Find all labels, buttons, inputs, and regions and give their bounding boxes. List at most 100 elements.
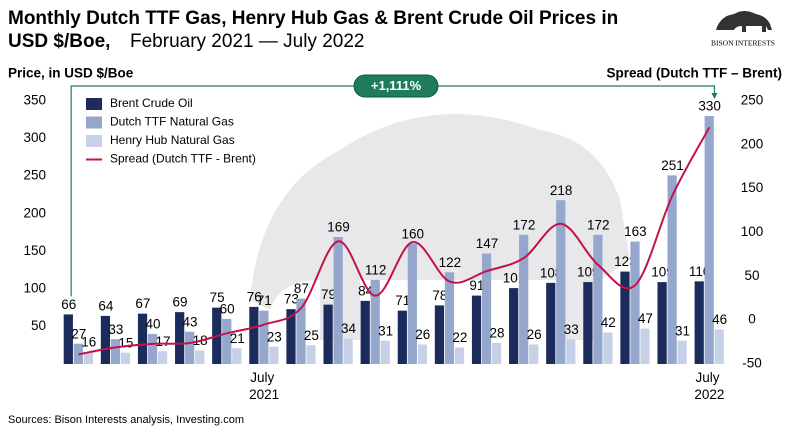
- bar: [546, 282, 556, 364]
- data-label: 25: [304, 328, 319, 343]
- background-bison: [250, 114, 630, 340]
- data-label: 22: [452, 330, 467, 345]
- chart-title: Monthly Dutch TTF Gas, Henry Hub Gas & B…: [8, 8, 618, 29]
- bar: [529, 344, 539, 364]
- logo-bison: [716, 11, 772, 32]
- logo-text: BISON INTERESTS: [711, 39, 775, 48]
- data-label: 46: [712, 312, 727, 327]
- bar: [195, 350, 205, 364]
- bar: [63, 314, 73, 364]
- data-label: 33: [564, 322, 579, 337]
- y-tick-label: 100: [23, 280, 46, 295]
- bar: [147, 333, 158, 364]
- data-label: 26: [415, 327, 430, 342]
- bar: [157, 351, 168, 364]
- bar: [471, 295, 482, 364]
- bar: [370, 279, 380, 364]
- bar: [222, 318, 232, 364]
- bar: [83, 351, 93, 364]
- data-label: 71: [257, 293, 272, 308]
- data-label: 330: [698, 99, 721, 114]
- bar: [454, 347, 465, 364]
- bar: [100, 315, 111, 364]
- legend-label: Henry Hub Natural Gas: [110, 133, 235, 147]
- data-label: 27: [71, 326, 86, 341]
- data-label: 79: [321, 287, 336, 302]
- y2-tick-label: 50: [744, 268, 759, 283]
- data-label: 67: [135, 296, 150, 311]
- y-axis-label: Price, in USD $/Boe: [8, 66, 134, 81]
- x-tick-label: July 2021: [249, 370, 279, 402]
- bar: [286, 309, 296, 364]
- legend-label: Spread (Dutch TTF - Brent): [110, 152, 256, 166]
- bar: [434, 305, 445, 364]
- data-label: 84: [358, 283, 374, 298]
- bar: [249, 306, 259, 364]
- data-label: 66: [61, 297, 76, 312]
- y2-tick-label: -50: [742, 356, 762, 371]
- annotation-arrow: [711, 93, 718, 99]
- data-label: 91: [469, 278, 484, 293]
- legend-swatch: [86, 98, 102, 110]
- data-label: 218: [550, 183, 573, 198]
- bar: [667, 175, 677, 364]
- bar: [259, 310, 269, 364]
- data-label: 87: [294, 281, 309, 296]
- bar: [185, 331, 195, 364]
- data-label: 64: [98, 298, 114, 313]
- bar: [481, 253, 492, 364]
- bar: [407, 243, 417, 364]
- data-label: 251: [661, 158, 684, 173]
- data-label: 163: [624, 224, 647, 239]
- y-tick-label: 250: [23, 168, 46, 183]
- data-label: 34: [341, 321, 357, 336]
- data-label: 69: [173, 295, 188, 310]
- bar: [417, 344, 427, 364]
- y2-tick-label: 100: [741, 224, 764, 239]
- bar: [640, 328, 650, 364]
- bar: [566, 339, 576, 364]
- annotation-pill: [353, 74, 439, 98]
- data-label: 23: [267, 329, 282, 344]
- data-label: 112: [365, 262, 387, 277]
- x-tick-label: July 2022: [694, 370, 724, 402]
- bar: [603, 332, 613, 364]
- y2-tick-label: 0: [748, 312, 756, 327]
- data-label: 31: [675, 323, 690, 338]
- bar: [120, 352, 131, 364]
- bar: [714, 329, 724, 364]
- bar: [657, 282, 667, 364]
- legend-label: Brent Crude Oil: [110, 96, 193, 110]
- bar: [704, 116, 714, 365]
- data-label: 21: [230, 331, 245, 346]
- bar: [593, 234, 603, 364]
- y2-tick-label: 150: [741, 180, 764, 195]
- bar: [175, 312, 185, 364]
- bar: [694, 281, 704, 364]
- data-label: 42: [601, 315, 616, 330]
- bar: [630, 241, 640, 364]
- data-label: 147: [476, 236, 499, 251]
- y-tick-label: 300: [23, 130, 46, 145]
- bar: [333, 237, 343, 364]
- bar: [73, 343, 83, 364]
- bar: [444, 272, 455, 364]
- data-label: 78: [432, 288, 447, 303]
- data-label: 160: [401, 226, 424, 241]
- legend-swatch: [86, 116, 102, 129]
- bar: [556, 200, 566, 364]
- legend-swatch: [86, 135, 102, 147]
- data-label: 73: [284, 292, 299, 307]
- data-label: 172: [587, 217, 610, 232]
- data-label: 40: [145, 317, 160, 332]
- bar: [306, 345, 316, 364]
- y-tick-label: 150: [23, 243, 46, 258]
- bar: [323, 304, 333, 364]
- logo: BISON INTERESTS: [711, 11, 775, 48]
- bar: [491, 342, 502, 364]
- bar: [343, 338, 353, 364]
- bar: [360, 300, 370, 364]
- spread-line: [78, 126, 711, 356]
- data-label: 71: [395, 293, 410, 308]
